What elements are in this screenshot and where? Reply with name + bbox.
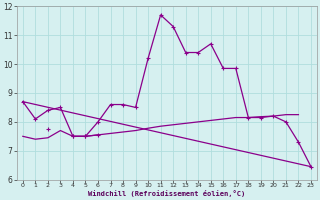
- X-axis label: Windchill (Refroidissement éolien,°C): Windchill (Refroidissement éolien,°C): [88, 190, 245, 197]
